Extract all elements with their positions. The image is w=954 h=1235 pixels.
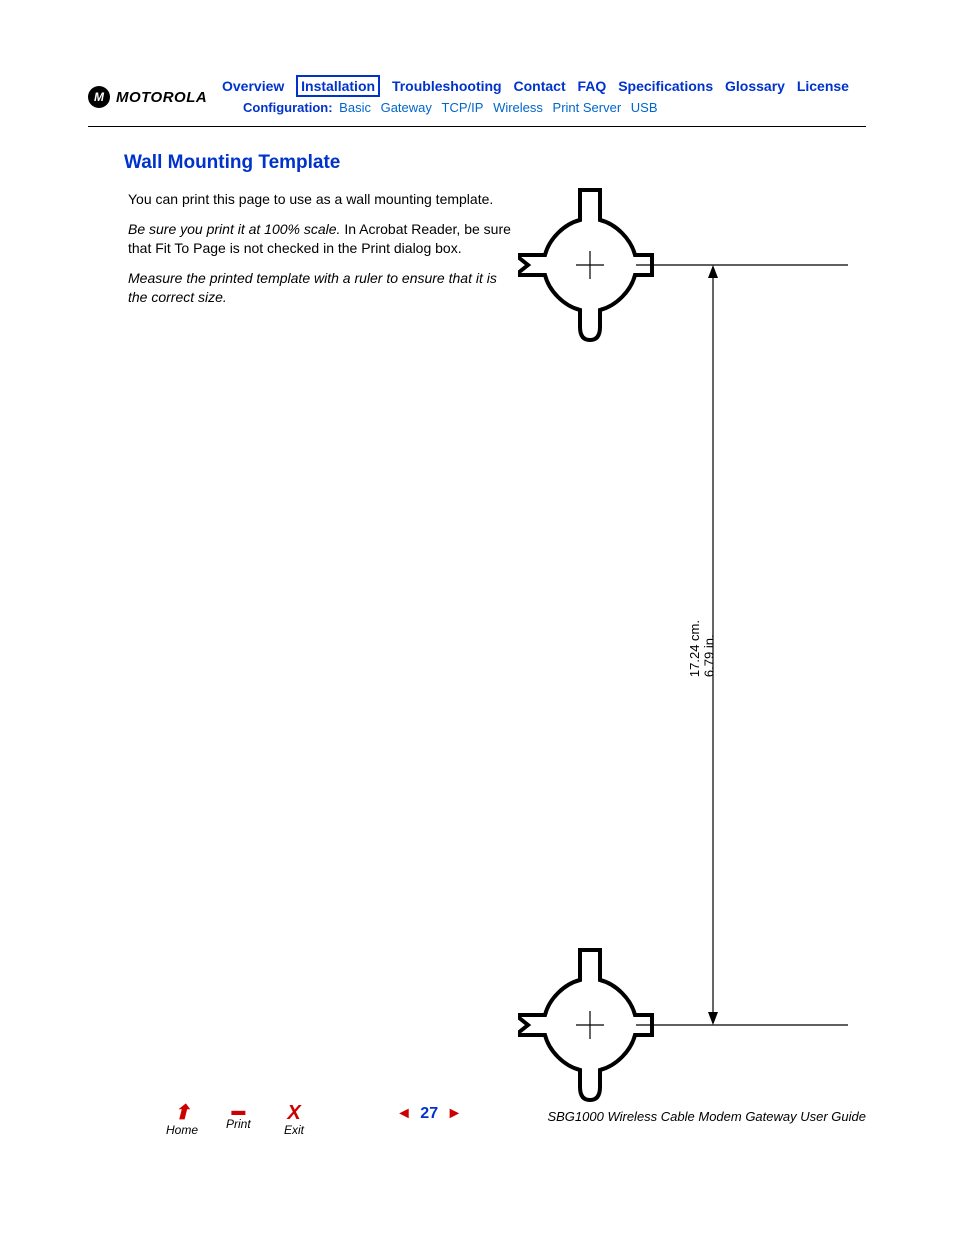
subnav-printserver[interactable]: Print Server [553,100,622,115]
nav-installation[interactable]: Installation [296,75,380,97]
para-3: Measure the printed template with a rule… [128,269,518,308]
motorola-batwing-icon: M [88,86,110,108]
home-button[interactable]: ⬆ Home [166,1103,198,1137]
header-rule [88,126,866,127]
arrowhead-down-icon [708,1012,718,1025]
exit-icon: X [284,1103,304,1123]
page-nav: ◄ 27 ► [396,1105,462,1123]
page-number: 27 [420,1105,438,1122]
subnav-basic[interactable]: Basic [339,100,371,115]
subnav-gateway[interactable]: Gateway [381,100,432,115]
doc-title: SBG1000 Wireless Cable Modem Gateway Use… [547,1109,866,1124]
arrowhead-up-icon [708,265,718,278]
body-copy: You can print this page to use as a wall… [128,190,518,318]
subnav-wireless[interactable]: Wireless [493,100,543,115]
subnav-tcpip[interactable]: TCP/IP [442,100,484,115]
home-icon: ⬆ [166,1103,198,1123]
keyhole-top-icon [518,190,652,340]
subnav-label: Configuration: [243,100,333,115]
nav-glossary[interactable]: Glossary [725,78,785,94]
subnav-usb[interactable]: USB [631,100,658,115]
nav-troubleshooting[interactable]: Troubleshooting [392,78,502,94]
exit-button[interactable]: X Exit [284,1103,304,1137]
page-title: Wall Mounting Template [124,152,340,174]
nav-overview[interactable]: Overview [222,78,284,94]
home-label: Home [166,1123,198,1137]
brand-logo: M MOTOROLA [88,86,207,108]
page-footer: ⬆ Home ▬ Print X Exit ◄ 27 ► SBG1000 Wir… [128,1103,866,1153]
para-2: Be sure you print it at 100% scale. In A… [128,220,518,259]
brand-name: MOTOROLA [116,89,207,106]
keyhole-bottom-icon [518,950,652,1100]
primary-nav: Overview Installation Troubleshooting Co… [218,78,866,94]
nav-specifications[interactable]: Specifications [618,78,713,94]
para-2-emphasis: Be sure you print it at 100% scale. [128,221,340,237]
print-icon: ▬ [226,1103,251,1117]
print-button[interactable]: ▬ Print [226,1103,251,1131]
logo-letter: M [94,90,104,104]
secondary-nav: Configuration: Basic Gateway TCP/IP Wire… [243,100,661,115]
next-page-icon[interactable]: ► [447,1105,463,1122]
nav-license[interactable]: License [797,78,849,94]
dim-in: 6.79 in. [701,634,716,677]
nav-faq[interactable]: FAQ [578,78,607,94]
dimension-label: 17.24 cm. 6.79 in. [688,620,717,677]
nav-contact[interactable]: Contact [514,78,566,94]
para-1: You can print this page to use as a wall… [128,190,518,210]
dim-cm: 17.24 cm. [687,620,702,677]
prev-page-icon[interactable]: ◄ [396,1105,412,1122]
print-label: Print [226,1117,251,1131]
exit-label: Exit [284,1123,304,1137]
